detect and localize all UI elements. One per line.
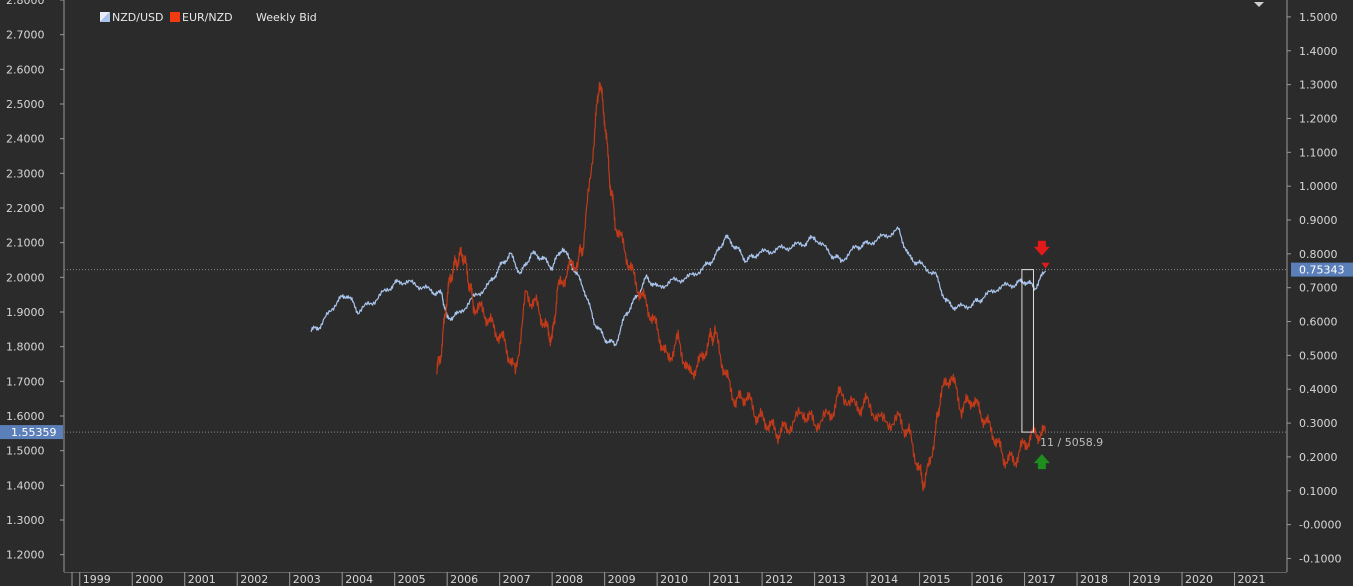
legend-label[interactable]: EUR/NZD <box>182 11 233 24</box>
legend-swatch-nzdusd-highlight <box>100 12 110 22</box>
legend-swatch-eurnzd <box>170 12 180 22</box>
series-line-eurnzd[interactable] <box>436 81 1047 492</box>
buy-arrow-icon[interactable] <box>1033 454 1050 470</box>
left-tick-label: 1.8000 <box>6 341 45 354</box>
right-tick-label: 0.7000 <box>1299 282 1338 295</box>
legend-label[interactable]: NZD/USD <box>112 11 163 24</box>
x-tick-label: 2018 <box>1080 573 1108 586</box>
right-axis[interactable]: 1.5000 1.4000 1.3000 1.2000 1.1000 1.0000 0.90… <box>1287 11 1353 566</box>
plot-background <box>64 0 1287 572</box>
x-tick-label: 2021 <box>1238 573 1266 586</box>
right-current-value-label: 0.75343 <box>1299 264 1345 277</box>
right-tick-label: -0.1000 <box>1299 552 1341 565</box>
right-tick-label: 0.2000 <box>1299 451 1338 464</box>
series-line-nzdusd[interactable] <box>310 226 1047 347</box>
right-tick-label: 0.1000 <box>1299 485 1338 498</box>
x-tick-label: 2003 <box>293 573 321 586</box>
left-tick-label: 1.7000 <box>6 375 45 388</box>
plot-area[interactable]: 11 / 5058.9 <box>63 0 1288 572</box>
x-tick-label: 2017 <box>1028 573 1056 586</box>
left-tick-label: 2.7000 <box>6 29 45 42</box>
x-tick-label: 2013 <box>818 573 846 586</box>
right-tick-label: 0.5000 <box>1299 349 1338 362</box>
x-tick-label: 2000 <box>135 573 163 586</box>
legend: NZD/USD EUR/NZD Weekly Bid <box>100 11 317 24</box>
x-tick-label: 2005 <box>398 573 426 586</box>
x-tick-label: 2019 <box>1133 573 1161 586</box>
x-axis[interactable]: 1999 2000 2001 2002 2003 2004 2005 2006 2007 2008… <box>64 571 1287 586</box>
right-tick-label: 1.1000 <box>1299 146 1338 159</box>
left-tick-label: 2.0000 <box>6 271 45 284</box>
left-tick-label: 2.5000 <box>6 98 45 111</box>
left-tick-label: 1.4000 <box>6 479 45 492</box>
x-tick-label: 2008 <box>555 573 583 586</box>
x-tick-label: 2006 <box>450 573 478 586</box>
left-current-value-box <box>0 425 63 440</box>
left-tick-label: 1.6000 <box>6 410 45 423</box>
right-tick-label: 0.9000 <box>1299 214 1338 227</box>
measure-box[interactable] <box>1021 269 1034 433</box>
x-tick-label: 1999 <box>83 573 111 586</box>
collapse-chevron-icon[interactable] <box>1254 2 1264 7</box>
right-tick-label: 0.4000 <box>1299 383 1338 396</box>
x-tick-label: 2010 <box>660 573 688 586</box>
x-tick-label: 2009 <box>608 573 636 586</box>
left-tick-label: 2.8000 <box>6 0 45 7</box>
right-tick-label: 1.2000 <box>1299 112 1338 125</box>
left-tick-label: 2.6000 <box>6 63 45 76</box>
left-tick-label: 2.4000 <box>6 133 45 146</box>
left-tick-label: 1.3000 <box>6 514 45 527</box>
right-tick-label: 1.3000 <box>1299 79 1338 92</box>
right-tick-label: 0.3000 <box>1299 417 1338 430</box>
x-tick-label: 2002 <box>240 573 268 586</box>
left-tick-label: 1.2000 <box>6 549 45 562</box>
right-tick-label: -0.0000 <box>1299 519 1341 532</box>
right-tick-label: 0.8000 <box>1299 248 1338 261</box>
left-current-value-label: 1.55359 <box>11 426 57 439</box>
right-tick-label: 1.0000 <box>1299 180 1338 193</box>
sell-arrow-icon[interactable] <box>1033 240 1050 256</box>
x-tick-label: 2015 <box>923 573 951 586</box>
measure-label: 11 / 5058.9 <box>1040 436 1103 449</box>
left-tick-label: 2.3000 <box>6 167 45 180</box>
x-tick-label: 2007 <box>503 573 531 586</box>
x-tick-label: 2016 <box>975 573 1003 586</box>
x-tick-label: 2001 <box>188 573 216 586</box>
left-tick-label: 1.9000 <box>6 306 45 319</box>
right-tick-label: 1.4000 <box>1299 45 1338 58</box>
right-tick-label: 1.5000 <box>1299 11 1338 24</box>
x-tick-label: 2011 <box>713 573 741 586</box>
x-tick-label: 2004 <box>345 573 373 586</box>
right-tick-label: 0.6000 <box>1299 316 1338 329</box>
left-tick-label: 2.2000 <box>6 202 45 215</box>
left-tick-label: 1.5000 <box>6 445 45 458</box>
x-tick-label: 2012 <box>765 573 793 586</box>
last-price-pointer-icon <box>1041 262 1050 269</box>
right-current-value-box <box>1291 262 1353 277</box>
legend-suffix: Weekly Bid <box>256 11 317 24</box>
x-tick-label: 2020 <box>1185 573 1213 586</box>
left-tick-label: 2.1000 <box>6 237 45 250</box>
left-axis[interactable]: 2.8000 2.7000 2.6000 2.5000 2.4000 2.3000 2.20… <box>0 0 64 562</box>
x-tick-label: 2014 <box>870 573 898 586</box>
